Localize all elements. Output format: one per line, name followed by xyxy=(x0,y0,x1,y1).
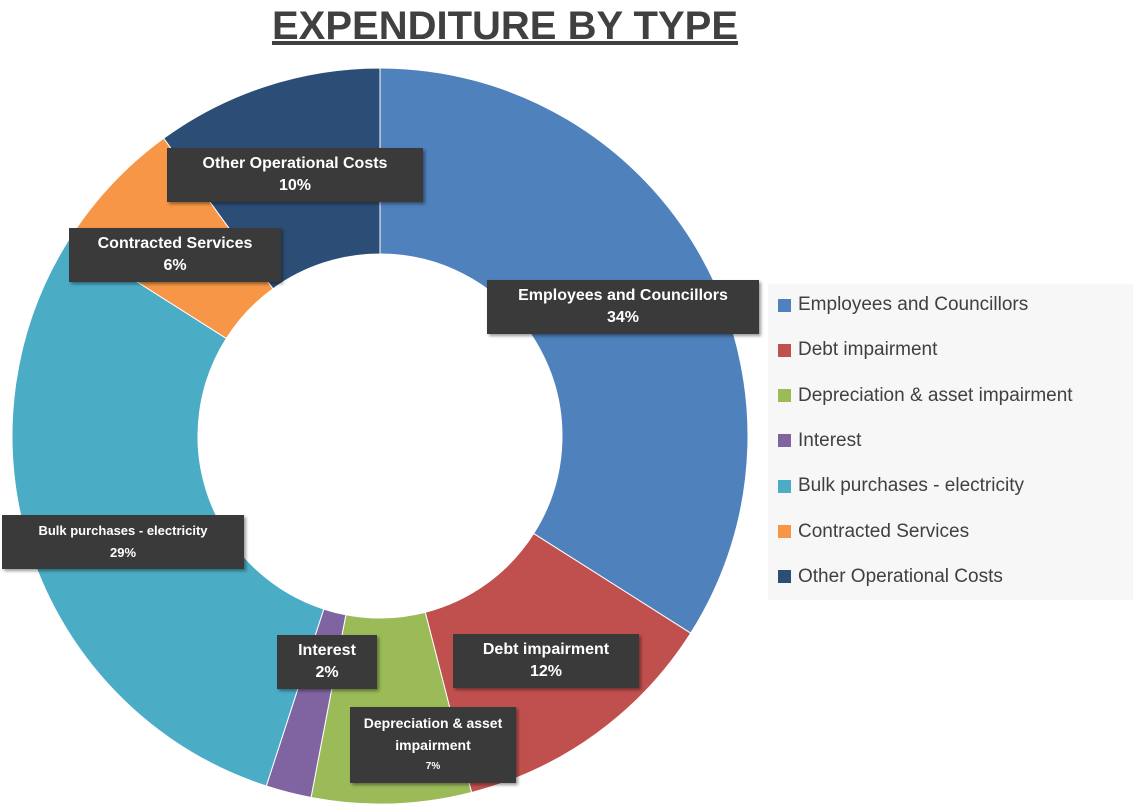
data-label: Employees and Councillors 34% xyxy=(487,280,759,334)
data-label-name: Debt impairment xyxy=(482,641,610,658)
legend-item: Other Operational Costs xyxy=(778,566,1003,588)
chart-title: EXPENDITURE BY TYPE xyxy=(271,4,739,48)
data-label-name: Employees and Councillors xyxy=(518,287,728,304)
data-label: Debt impairment 12% xyxy=(453,634,639,688)
data-label-value: 7% xyxy=(425,761,441,772)
legend-item: Depreciation & asset impairment xyxy=(778,385,1073,407)
legend-label: Debt impairment xyxy=(798,339,938,361)
data-label-value: 12% xyxy=(529,663,563,680)
legend-item: Employees and Councillors xyxy=(778,294,1028,316)
data-label-value: 29% xyxy=(109,545,137,560)
legend-label: Depreciation & asset impairment xyxy=(798,384,1073,406)
data-label: Other Operational Costs 10% xyxy=(167,148,423,202)
data-label-value: 6% xyxy=(163,257,187,274)
data-label-name: Contracted Services xyxy=(97,235,253,252)
data-label-name: Other Operational Costs xyxy=(202,155,388,172)
legend-swatch xyxy=(778,525,791,538)
legend-swatch xyxy=(778,298,791,312)
legend-label: Bulk purchases - electricity xyxy=(798,475,1024,497)
legend-item: Interest xyxy=(778,430,861,452)
legend-item: Debt impairment xyxy=(778,339,937,361)
legend-label: Other Operational Costs xyxy=(798,565,1003,587)
data-label-name: Bulk purchases - electricity xyxy=(38,523,208,538)
legend-swatch xyxy=(778,343,791,357)
data-label: Depreciation & asset impairment 7% xyxy=(350,707,516,783)
legend-label: Employees and Councillors xyxy=(798,294,1029,315)
legend-item: Bulk purchases - electricity xyxy=(778,475,1024,497)
data-label-value: 10% xyxy=(278,177,312,194)
legend-swatch xyxy=(778,479,791,493)
legend: Employees and Councillors Debt impairment… xyxy=(768,284,1133,600)
legend-item: Contracted Services xyxy=(778,521,969,543)
legend-swatch xyxy=(778,570,791,584)
data-label-name: Depreciation & asset impairment xyxy=(363,715,503,753)
data-label: Bulk purchases - electricity 29% xyxy=(2,515,244,569)
legend-swatch xyxy=(778,389,791,403)
data-label: Interest 2% xyxy=(277,635,377,689)
data-label-value: 2% xyxy=(315,664,339,681)
legend-swatch xyxy=(778,434,791,448)
legend-label: Contracted Services xyxy=(798,520,970,542)
data-label-value: 34% xyxy=(606,309,640,326)
data-label: Contracted Services 6% xyxy=(69,228,281,282)
data-label-name: Interest xyxy=(298,642,356,659)
donut-slice xyxy=(11,238,325,787)
donut-slice xyxy=(379,67,749,634)
legend-label: Interest xyxy=(798,429,862,451)
